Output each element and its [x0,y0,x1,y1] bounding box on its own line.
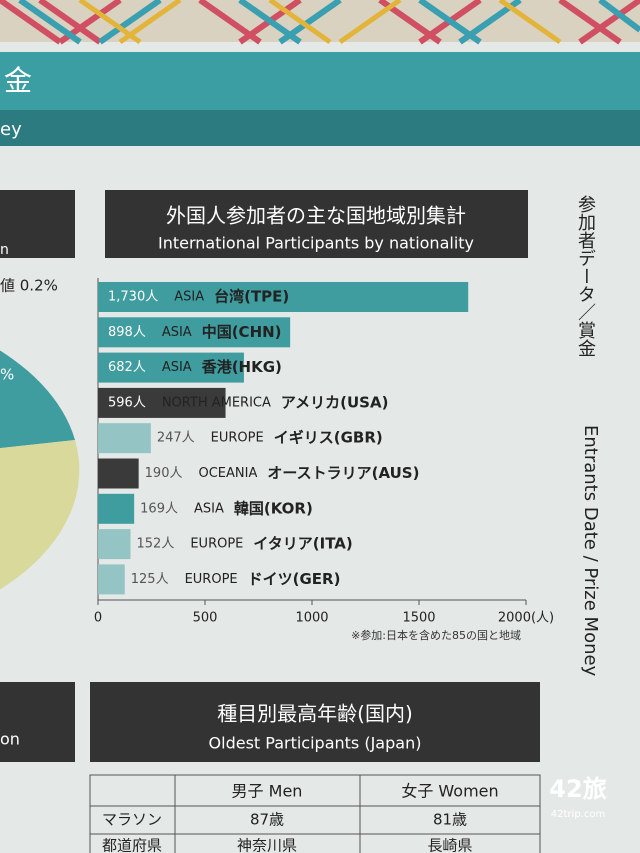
chart-title: 外国人参加者の主な国地域別集計 [166,204,466,228]
table-title-box [90,682,540,762]
table-cell: 81歳 [433,811,467,829]
region-label: ASIA [174,290,204,305]
bar [98,387,226,418]
table-grid [89,774,541,853]
bar [98,282,469,312]
value-label: 682人 [108,360,146,375]
region-label: ASIA [194,501,224,516]
table-cell: 87歳 [250,811,284,829]
left-text: % [0,366,14,384]
side-title: Entrants Date / Prize Money [580,425,601,677]
value-label: 190人 [145,466,183,481]
value-label: 898人 [108,325,146,340]
chart-subtitle: International Participants by nationalit… [158,234,474,253]
value-label: 152人 [137,537,175,552]
chart-title-box [105,190,528,258]
table-header: 女子 Women [401,782,498,801]
table-cell: マラソン [102,811,162,829]
value-label: 1,730人 [108,290,158,305]
category-label: 中国(CHN) [202,323,282,341]
region-label: EUROPE [185,572,238,587]
bar [98,493,135,524]
bar [98,564,125,595]
pie-wedge [0,440,80,590]
region-label: OCEANIA [198,466,257,481]
section-subtitle: ey [0,119,22,140]
region-label: EUROPE [211,431,264,446]
category-label: 香港(HKG) [202,358,282,376]
bar [98,423,151,454]
table-subtitle: Oldest Participants (Japan) [209,734,422,753]
value-label: 125人 [131,572,169,587]
region-label: ASIA [162,360,192,375]
section-subbar [0,110,640,146]
region-label: ASIA [162,325,192,340]
bar [98,317,291,348]
x-tick-label: 1000 [295,611,328,626]
category-label: 韓国(KOR) [234,499,313,517]
left-text: on [0,730,20,749]
x-tick-label: 1500 [402,611,435,626]
table-title: 種目別最高年齢(国内) [217,702,413,726]
value-label: 169人 [140,501,178,516]
pie-wedge [0,350,75,449]
left-text: n [0,242,9,258]
table-header: 男子 Men [232,782,303,801]
bar [98,458,139,489]
left-text: 値 0.2% [0,277,58,295]
x-tick-label: 2000(人) [498,611,554,626]
section-bar [0,52,640,110]
value-label: 596人 [108,395,146,410]
category-label: 台湾(TPE) [214,288,289,306]
table-cell: 神奈川県 [237,837,297,853]
left-box [0,190,75,258]
watermark: 42trip.com [551,809,605,820]
category-label: ドイツ(GER) [248,570,341,588]
watermark: 42旅 [549,775,606,803]
chart-note: ※参加:日本を含めた85の国と地域 [351,628,521,642]
table-cell: 長崎県 [427,837,472,853]
pattern-band [0,0,640,45]
bar [98,529,131,560]
category-label: オーストラリア(AUS) [267,464,419,482]
category-label: イギリス(GBR) [274,429,383,447]
bar [98,352,244,383]
region-label: EUROPE [190,537,243,552]
x-tick-label: 500 [193,611,218,626]
section-title: 金 [4,64,32,97]
table-cell: 都道府県 [102,837,162,853]
x-tick-label: 0 [94,611,102,626]
category-label: アメリカ(USA) [281,393,389,411]
value-label: 247人 [157,431,195,446]
left-box [0,682,75,762]
side-title: 参加者データ／賞金 [575,195,596,357]
region-label: NORTH AMERICA [162,395,271,410]
category-label: イタリア(ITA) [253,535,352,553]
